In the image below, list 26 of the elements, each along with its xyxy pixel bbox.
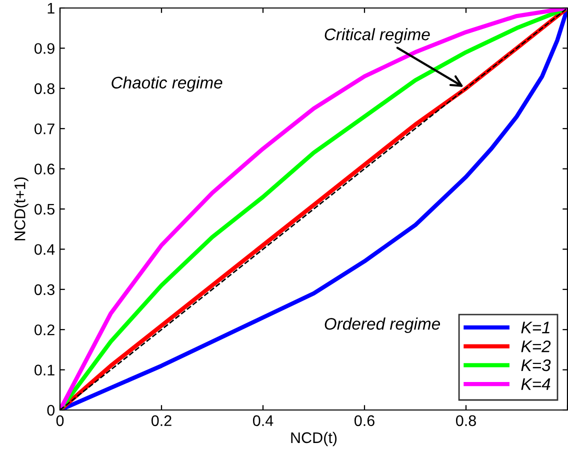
legend-label: K=1 <box>521 322 550 334</box>
y-tick-label: 0.7 <box>34 123 54 134</box>
legend-label: K=3 <box>521 359 551 372</box>
y-tick-label: 0.5 <box>34 204 54 215</box>
annotation: Chaotic regime <box>112 76 222 92</box>
x-axis-title: NCD(t) <box>291 432 337 446</box>
y-tick-label: 0.3 <box>34 284 54 296</box>
x-tick-label: 0.8 <box>456 415 476 426</box>
annotation: Critical regime <box>324 28 430 44</box>
line-series <box>60 8 568 410</box>
y-tick-label: 0.4 <box>34 244 55 255</box>
y-tick-label: 0 <box>47 404 55 416</box>
y-tick-label: 0.9 <box>34 43 54 54</box>
x-tick-label: 0.2 <box>151 415 172 426</box>
y-tick-label: 1 <box>48 3 54 14</box>
legend-label: K=4 <box>521 378 550 390</box>
y-tick-label: 0.1 <box>34 364 54 376</box>
y-axis-title: NCD(t+1) <box>14 177 28 240</box>
legend-label: K=2 <box>521 340 551 352</box>
annotation: Ordered regime <box>324 318 440 334</box>
y-tick-label: 0.8 <box>34 83 54 94</box>
y-tick-label: 0.2 <box>34 324 54 336</box>
x-tick-label: 0 <box>56 415 64 426</box>
x-tick-label: 0.6 <box>354 415 374 426</box>
x-tick-label: 0.4 <box>252 415 274 426</box>
y-tick-label: 0.6 <box>34 164 54 174</box>
